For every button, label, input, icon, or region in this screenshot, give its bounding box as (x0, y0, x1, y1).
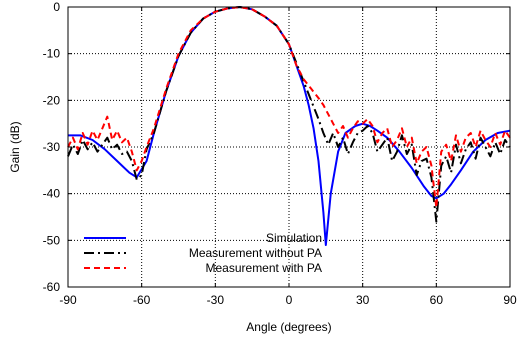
series-line-3 (67, 6, 511, 209)
x-tick-label: 90 (503, 293, 517, 307)
y-tick-label: -60 (43, 280, 61, 294)
y-tick-label: -30 (43, 140, 61, 154)
series-line-1 (68, 6, 511, 246)
grid-lines (68, 7, 510, 287)
y-tick-label: -10 (43, 47, 61, 61)
y-tick-label: -50 (43, 233, 61, 247)
axis-ticks: -90 -60 -30 0 30 60 900-10-20-30-40-50-60 (43, 0, 517, 307)
legend-label: Measurement without PA (189, 246, 322, 260)
y-tick-label: -40 (43, 187, 61, 201)
x-axis-label: Angle (degrees) (246, 320, 331, 334)
series-layer (67, 6, 511, 246)
x-tick-label: -60 (133, 293, 151, 307)
y-tick-label: 0 (53, 0, 60, 14)
legend-label: Measurement with PA (206, 261, 323, 275)
x-tick-label: -30 (207, 293, 225, 307)
x-tick-label: 60 (430, 293, 444, 307)
x-tick-label: 0 (286, 293, 293, 307)
x-tick-label: -90 (59, 293, 77, 307)
legend-label: Simulation (266, 231, 322, 245)
series-line-2 (67, 6, 511, 223)
y-tick-label: -20 (43, 93, 61, 107)
x-tick-label: 30 (356, 293, 370, 307)
y-axis-label: Gain (dB) (8, 121, 22, 172)
